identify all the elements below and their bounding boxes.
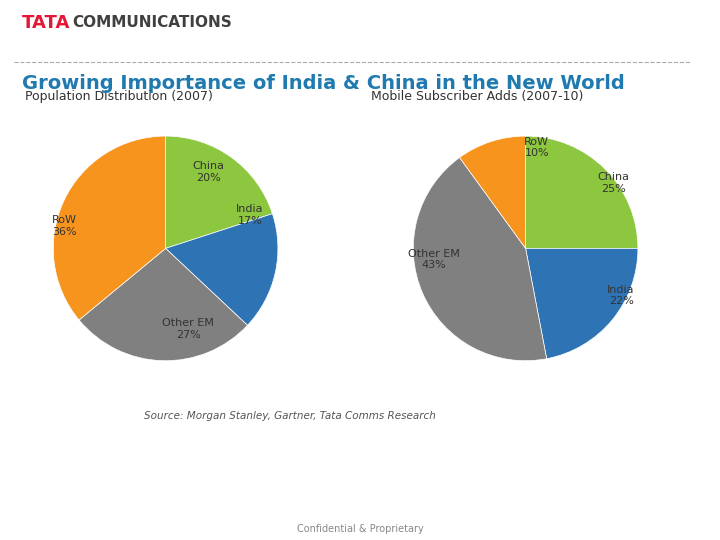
Text: India
22%: India 22%: [608, 285, 635, 306]
Text: Population Distribution (2007): Population Distribution (2007): [25, 90, 213, 103]
Text: RoW
10%: RoW 10%: [524, 137, 549, 158]
Text: China
25%: China 25%: [597, 172, 629, 194]
Wedge shape: [166, 136, 272, 248]
Text: TATA: TATA: [22, 14, 70, 32]
Text: Confidential & Proprietary: Confidential & Proprietary: [297, 524, 423, 534]
Text: Source: Morgan Stanley, Gartner, Tata Comms Research: Source: Morgan Stanley, Gartner, Tata Co…: [144, 411, 436, 421]
Text: Mobile Subscriber Adds (2007-10): Mobile Subscriber Adds (2007-10): [371, 90, 583, 103]
Wedge shape: [53, 136, 166, 320]
Wedge shape: [413, 158, 546, 361]
Wedge shape: [79, 248, 248, 361]
Wedge shape: [166, 214, 278, 325]
Text: RoW
36%: RoW 36%: [52, 215, 77, 237]
Wedge shape: [526, 248, 638, 359]
Text: Other EM
43%: Other EM 43%: [408, 249, 459, 271]
Text: Growing Importance of India & China in the New World: Growing Importance of India & China in t…: [22, 74, 624, 93]
Text: CORPORATE: CORPORATE: [108, 484, 202, 498]
Text: Other EM
27%: Other EM 27%: [162, 319, 214, 340]
Wedge shape: [459, 136, 526, 248]
Wedge shape: [526, 136, 638, 248]
Text: COMMUNICATIONS: COMMUNICATIONS: [72, 15, 232, 30]
Text: China
20%: China 20%: [192, 161, 225, 183]
Text: India
17%: India 17%: [236, 204, 264, 226]
